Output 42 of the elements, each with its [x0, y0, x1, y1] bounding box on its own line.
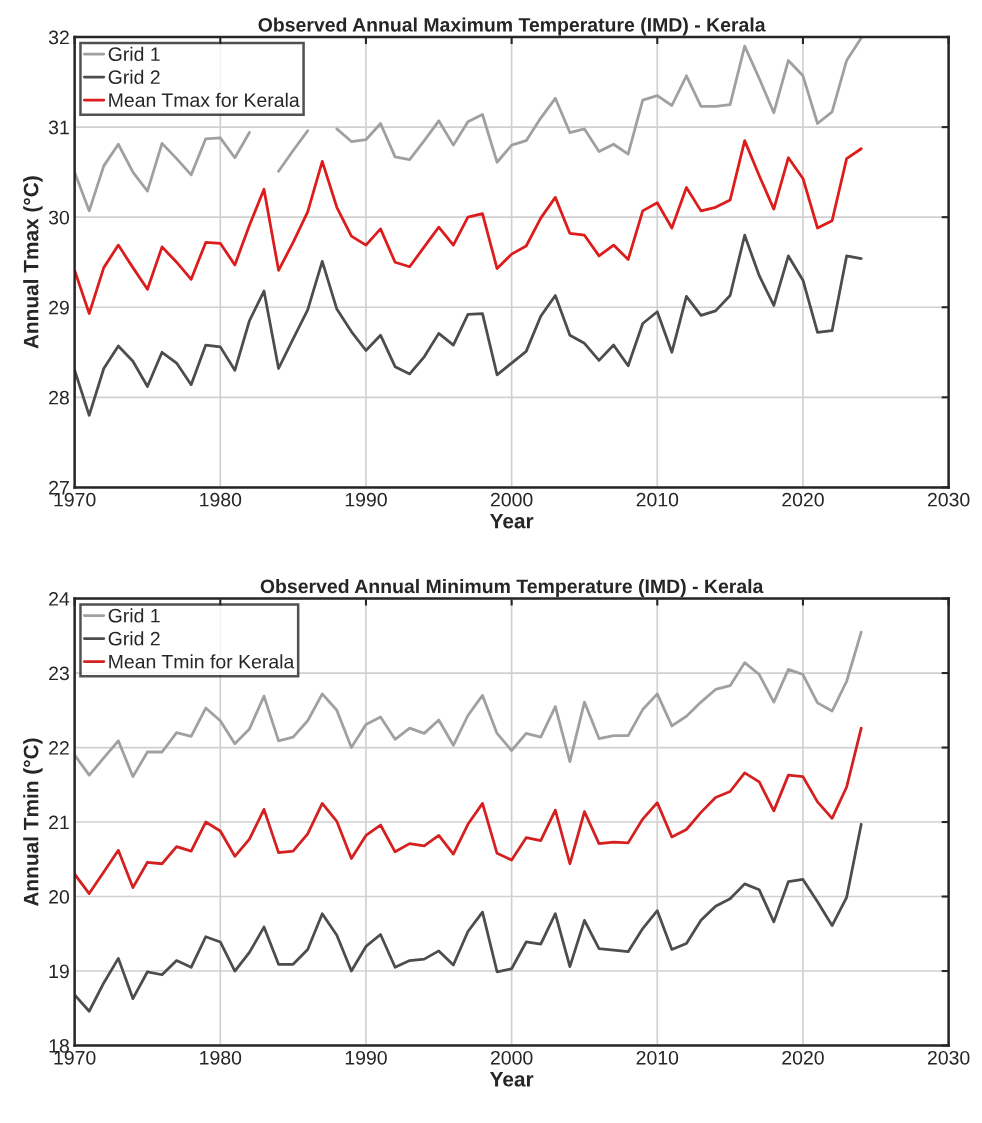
y-axis-title: Annual Tmax (°C): [23, 176, 43, 349]
y-tick-label: 29: [49, 300, 69, 315]
x-axis-title: Year: [489, 1072, 534, 1087]
chart-title: Observed Annual Minimum Temperature (IMD) - Kerala: [260, 578, 764, 598]
y-tick-label: 23: [49, 666, 69, 681]
y-tick-label: 32: [48, 30, 69, 45]
x-tick-label: 2010: [636, 492, 679, 507]
y-tick-label: 31: [48, 120, 69, 135]
legend-label: Grid 1: [108, 608, 160, 623]
line-series: [74, 630, 863, 778]
x-tick-label: 2030: [927, 1050, 970, 1065]
y-tick-label: 22: [49, 741, 69, 755]
x-tick-label: 2010: [636, 1050, 679, 1065]
x-axis-title: Year: [489, 513, 534, 529]
y-tick-label: 21: [49, 815, 69, 830]
legend-label: Grid 1: [108, 46, 160, 62]
line-series: [74, 822, 863, 1013]
x-tick-label: 2000: [490, 1050, 533, 1065]
legend-label: Grid 2: [108, 631, 160, 646]
y-tick-label: 19: [49, 964, 69, 979]
y-tick-label: 20: [49, 890, 70, 904]
x-tick-label: 1980: [200, 492, 242, 507]
legend-label: Mean Tmin for Kerala: [109, 654, 295, 669]
y-axis-title: Annual Tmin (°C): [23, 738, 43, 907]
x-tick-label: 2020: [782, 492, 824, 507]
x-tick-label: 2030: [927, 492, 970, 507]
x-tick-label: 1980: [200, 1050, 242, 1065]
y-tick-label: 30: [48, 210, 70, 225]
x-tick-label: 2000: [490, 492, 533, 507]
y-tick-label: 28: [49, 390, 69, 405]
x-tick-label: 1990: [345, 1050, 387, 1065]
y-tick-label: 18: [49, 1038, 69, 1053]
x-tick-label: 1990: [345, 492, 387, 507]
y-tick-label: 24: [49, 592, 70, 606]
chart-title: Observed Annual Maximum Temperature (IMD) - Kerala: [258, 17, 766, 36]
line-series: [74, 726, 863, 895]
line-series: [74, 139, 863, 315]
legend-label: Grid 2: [108, 69, 160, 85]
x-tick-label: 1970: [54, 1050, 96, 1065]
x-tick-label: 2020: [782, 1050, 824, 1065]
line-series: [74, 233, 863, 417]
legend-label: Mean Tmax for Kerala: [109, 92, 300, 108]
